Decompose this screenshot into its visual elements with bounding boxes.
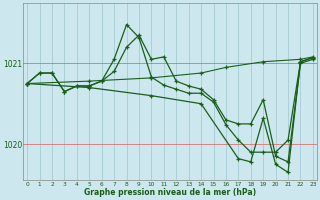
- X-axis label: Graphe pression niveau de la mer (hPa): Graphe pression niveau de la mer (hPa): [84, 188, 256, 197]
